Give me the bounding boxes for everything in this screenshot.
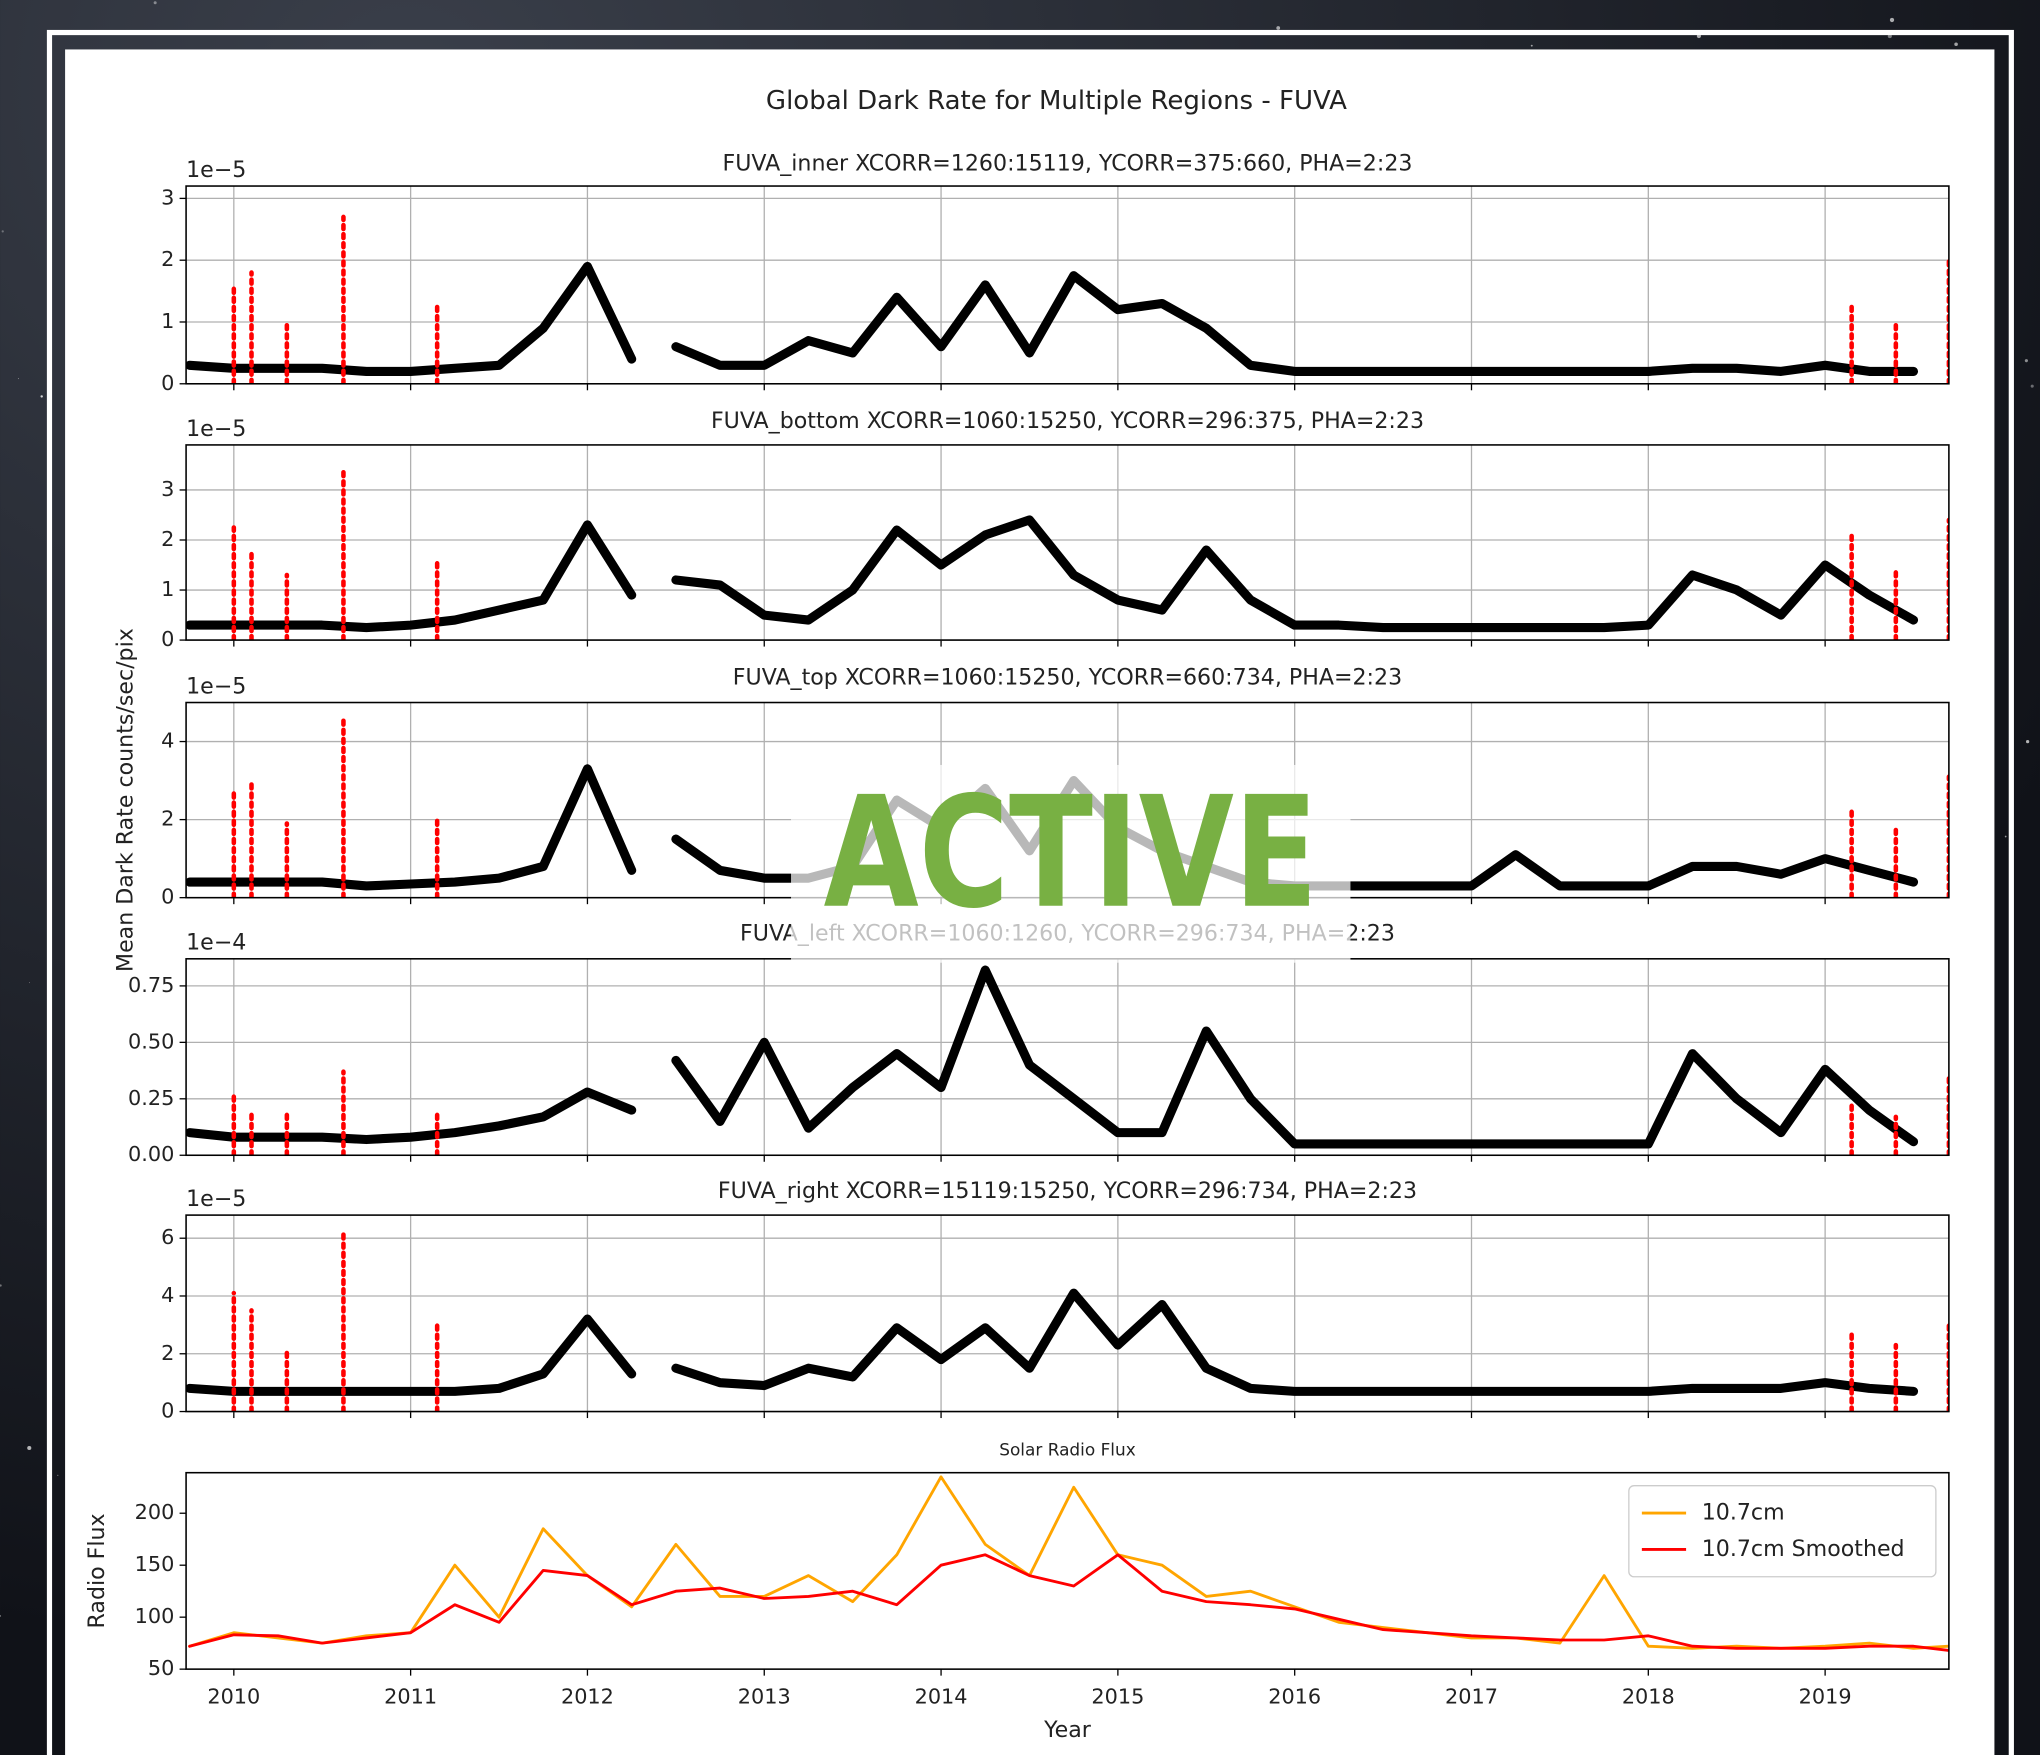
x-tick-label: 2018 xyxy=(1622,1685,1675,1709)
plot-area xyxy=(186,214,1949,384)
y-tick-label: 100 xyxy=(135,1604,175,1628)
y-tick-label: 1 xyxy=(161,309,174,333)
y-tick-label: 0 xyxy=(161,627,174,651)
star xyxy=(0,1615,2,1617)
x-tick-label: 2019 xyxy=(1799,1685,1852,1709)
overlay-label: ACTIVE xyxy=(824,765,1318,943)
x-axis-label: Year xyxy=(1043,1717,1092,1743)
star xyxy=(1530,44,1533,47)
x-tick-label: 2012 xyxy=(561,1685,614,1709)
y-tick-label: 3 xyxy=(161,185,174,209)
legend-box xyxy=(1628,1485,1937,1578)
x-tick-label: 2015 xyxy=(1091,1685,1144,1709)
y-tick-label: 6 xyxy=(161,1225,174,1249)
star xyxy=(1276,26,1281,30)
axes-frame xyxy=(185,1471,1950,1670)
legend-label: 10.7cm Smoothed xyxy=(1702,1536,1905,1562)
star xyxy=(2026,740,2030,744)
subplot-title: Solar Radio Flux xyxy=(999,1440,1135,1460)
y-tick-label: 4 xyxy=(161,1283,174,1307)
y-tick-label: 0.25 xyxy=(128,1086,174,1110)
y-tick-label: 2 xyxy=(161,807,174,831)
y-tick-label: 1 xyxy=(161,577,174,601)
x-tick-label: 2017 xyxy=(1445,1685,1498,1709)
star xyxy=(57,1474,59,1476)
legend-label: 10.7cm xyxy=(1702,1500,1785,1526)
overlay: ACTIVE xyxy=(791,764,1351,963)
y-tick-label: 0.50 xyxy=(128,1029,174,1053)
figure-y-label: Mean Dark Rate counts/sec/pix xyxy=(113,628,139,972)
data-band xyxy=(186,965,1919,1149)
star xyxy=(2004,835,2007,838)
axes-frame xyxy=(185,185,1950,385)
data-line xyxy=(188,1475,1949,1650)
overlay-backdrop xyxy=(791,764,1351,963)
data-band xyxy=(186,515,1919,633)
y-axis-label: Radio Flux xyxy=(84,1513,110,1628)
offset-label: 1e−5 xyxy=(186,1186,246,1212)
figure-title: Global Dark Rate for Multiple Regions - … xyxy=(766,86,1347,116)
data-band xyxy=(186,261,1919,376)
offset-label: 1e−4 xyxy=(186,930,246,956)
offset-label: 1e−5 xyxy=(186,157,246,183)
star xyxy=(40,395,43,398)
star xyxy=(1,230,4,233)
x-tick-label: 2014 xyxy=(915,1685,968,1709)
star xyxy=(2030,384,2034,388)
offset-label: 1e−5 xyxy=(186,416,246,442)
star xyxy=(153,1,157,5)
data-band xyxy=(186,1288,1919,1396)
frame xyxy=(46,29,2014,1755)
y-tick-label: 0 xyxy=(161,371,174,395)
plot-area xyxy=(186,965,1949,1156)
axes-frame xyxy=(185,1214,1950,1413)
y-tick-label: 0.00 xyxy=(128,1142,174,1166)
y-tick-label: 2 xyxy=(161,1341,174,1365)
plot-area xyxy=(186,467,1949,641)
x-tick-label: 2016 xyxy=(1268,1685,1321,1709)
x-tick-label: 2010 xyxy=(207,1685,260,1709)
offset-label: 1e−5 xyxy=(186,673,246,699)
subplot: FUVA_inner XCORR=1260:15119, YCORR=375:6… xyxy=(161,150,1950,395)
star xyxy=(1889,17,1895,23)
y-tick-label: 150 xyxy=(135,1552,175,1576)
subplot: FUVA_right XCORR=15119:15250, YCORR=296:… xyxy=(161,1178,1950,1423)
subplot: FUVA_bottom XCORR=1060:15250, YCORR=296:… xyxy=(161,408,1950,651)
plot-area xyxy=(188,1475,1949,1652)
star xyxy=(27,1445,32,1451)
subplot-title: FUVA_inner XCORR=1260:15119, YCORR=375:6… xyxy=(723,150,1413,176)
plot-area xyxy=(186,1227,1949,1412)
y-tick-label: 2 xyxy=(161,527,174,551)
star xyxy=(1954,42,1958,47)
star xyxy=(2024,359,2028,363)
x-tick-label: 2013 xyxy=(738,1685,791,1709)
star xyxy=(29,982,31,984)
subplot-title: FUVA_bottom XCORR=1060:15250, YCORR=296:… xyxy=(711,408,1424,434)
star xyxy=(0,1284,2,1287)
subplot-title: FUVA_right XCORR=15119:15250, YCORR=296:… xyxy=(718,1178,1417,1204)
axes-frame xyxy=(185,444,1950,641)
y-tick-label: 0 xyxy=(161,885,174,909)
y-tick-label: 0 xyxy=(161,1399,174,1423)
x-tick-label: 2011 xyxy=(384,1685,437,1709)
y-tick-label: 3 xyxy=(161,477,174,501)
subplot-title: FUVA_top XCORR=1060:15250, YCORR=660:734… xyxy=(733,664,1402,690)
data-line xyxy=(188,1553,1949,1652)
y-tick-label: 0.75 xyxy=(128,973,174,997)
y-tick-label: 200 xyxy=(135,1500,175,1524)
y-tick-label: 2 xyxy=(161,247,174,271)
star xyxy=(17,378,19,380)
subplot: Solar Radio Flux 2010 2011 2012 2013 2014 2015… xyxy=(84,1440,1950,1743)
y-tick-label: 4 xyxy=(161,729,174,753)
y-tick-label: 50 xyxy=(148,1656,174,1680)
